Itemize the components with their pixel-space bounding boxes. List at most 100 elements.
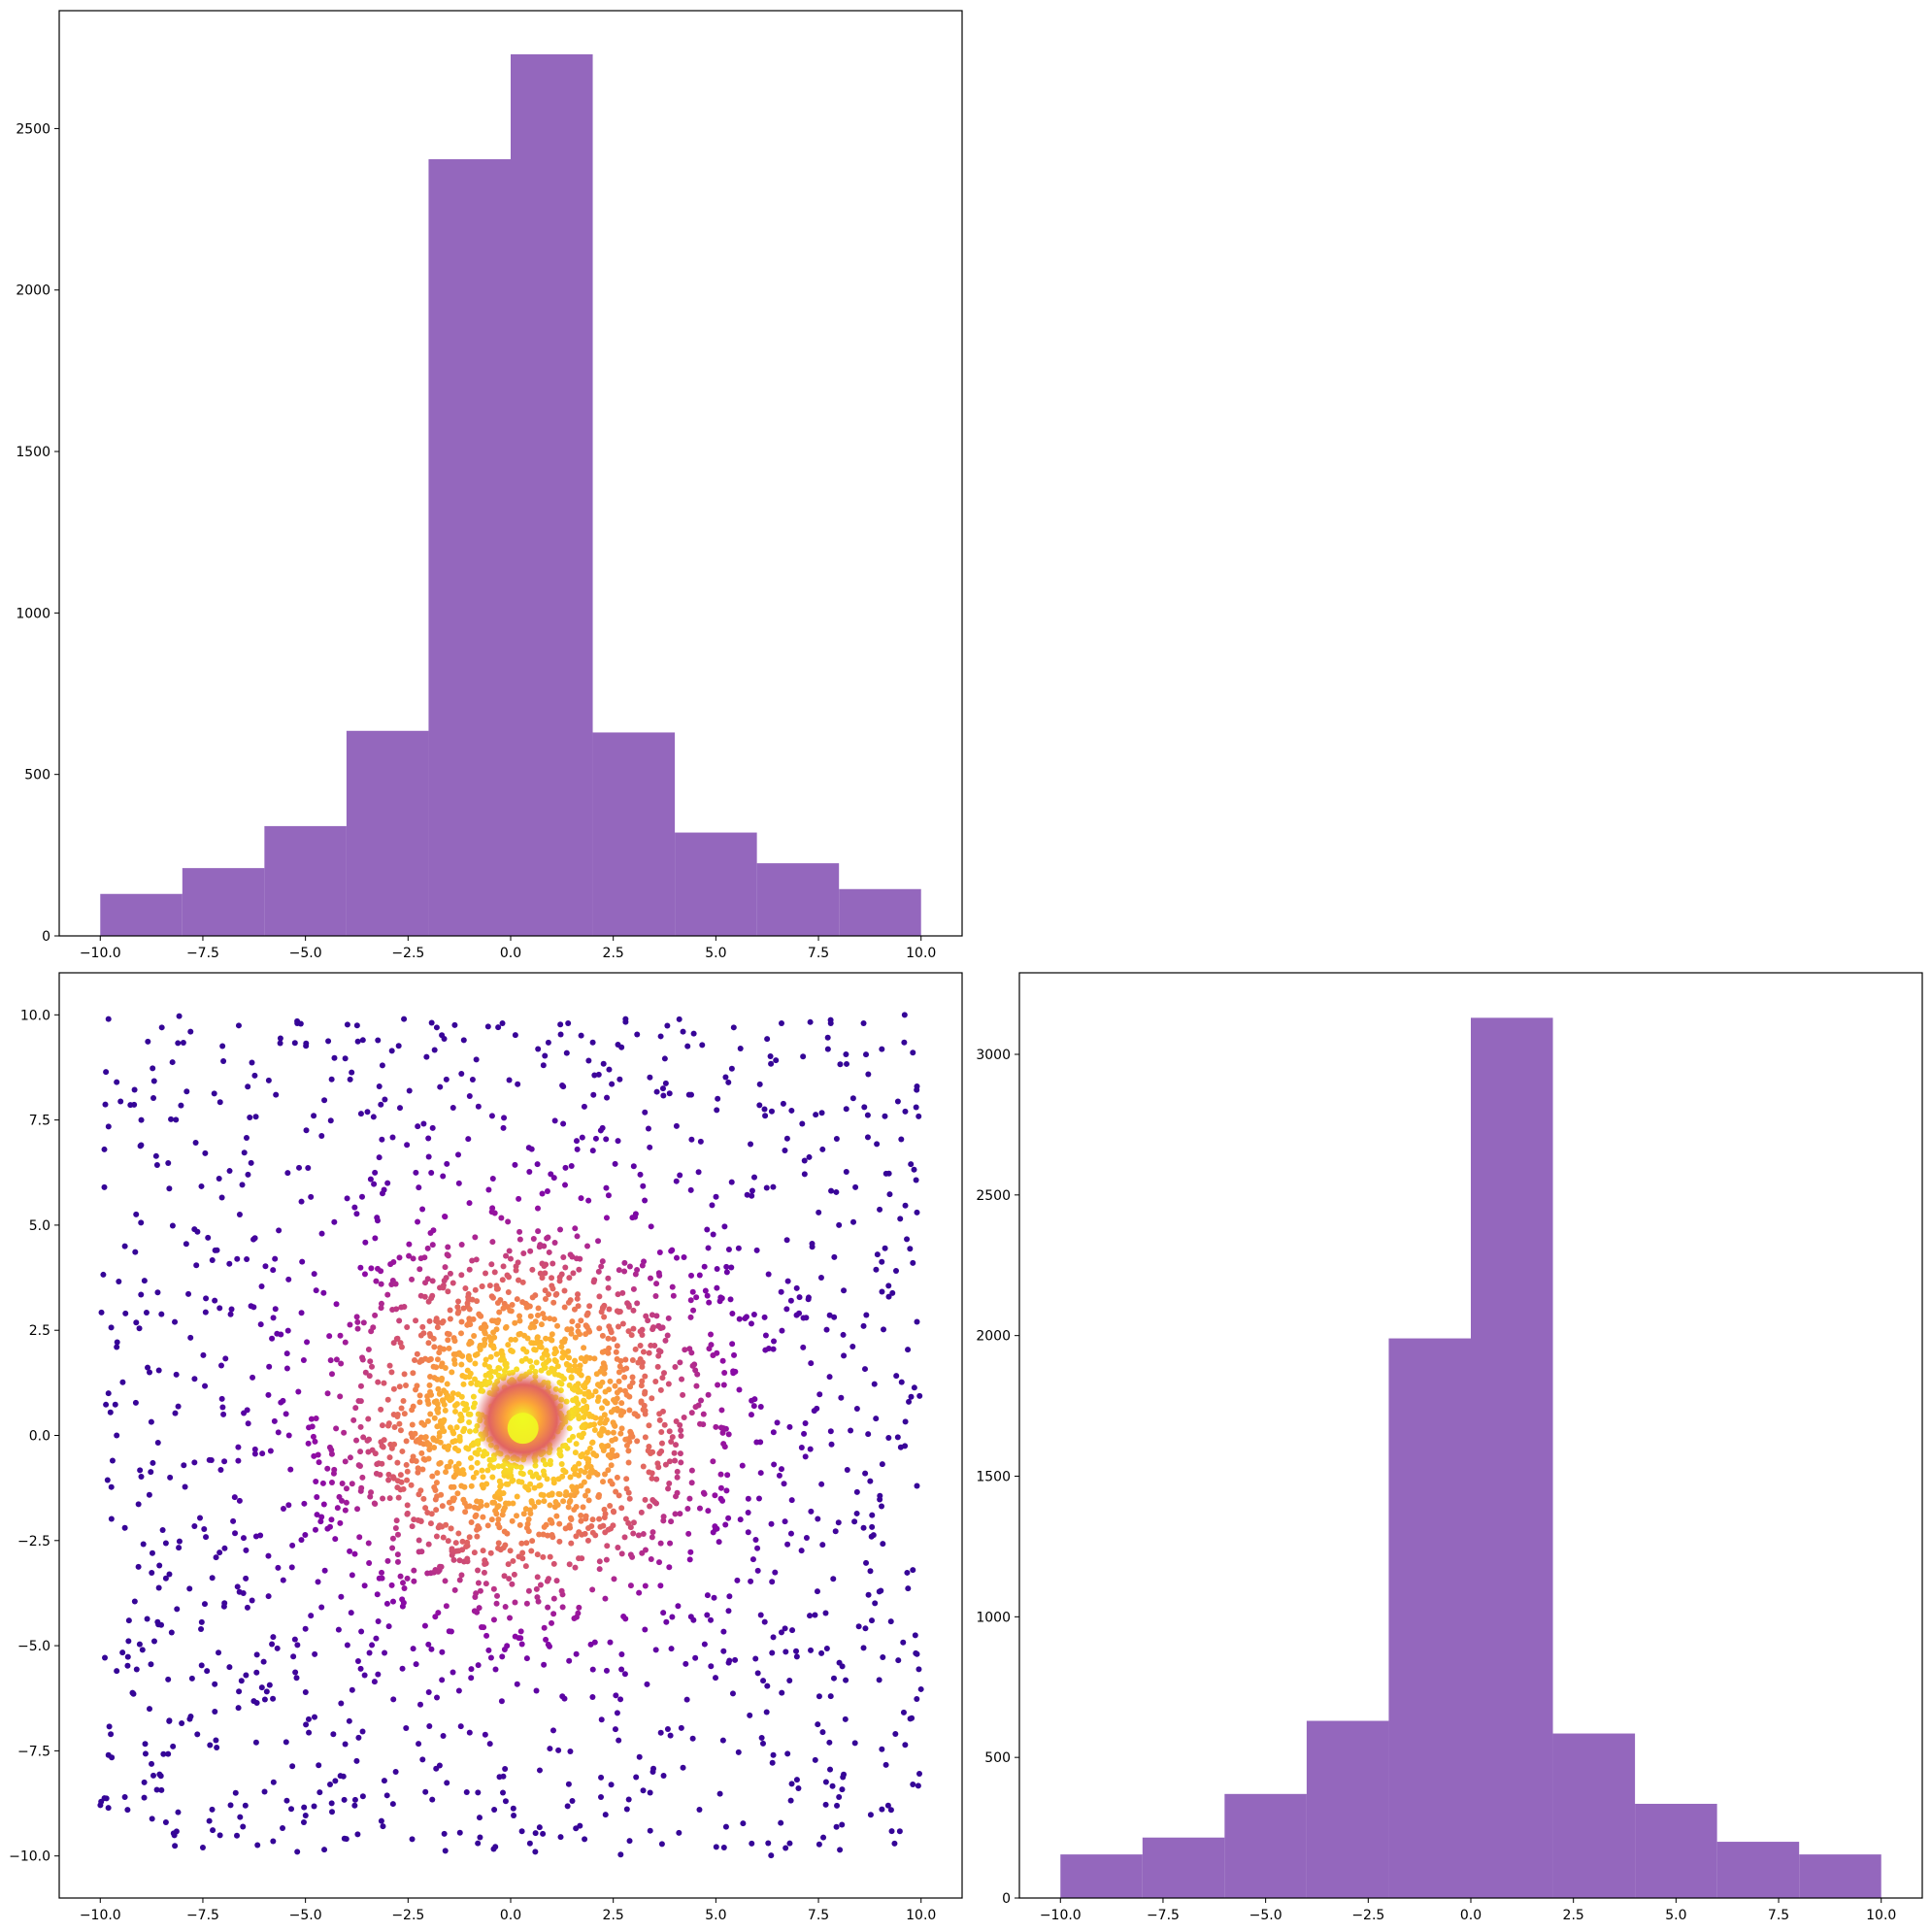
scatter-point xyxy=(816,1209,822,1216)
scatter-point xyxy=(476,1605,483,1612)
scatter-point xyxy=(584,1537,591,1544)
scatter-point xyxy=(882,1113,888,1119)
scatter-point xyxy=(781,1481,787,1487)
scatter-point xyxy=(610,1419,616,1426)
scatter-point xyxy=(443,1603,449,1610)
scatter-point xyxy=(424,1510,431,1516)
scatter-point xyxy=(528,1548,535,1554)
scatter-point xyxy=(669,1614,676,1620)
scatter-point xyxy=(868,1533,875,1540)
scatter-point xyxy=(801,1171,808,1178)
scatter-point xyxy=(812,1612,818,1618)
scatter-point xyxy=(697,1420,704,1427)
scatter-point xyxy=(505,1561,512,1568)
scatter-point xyxy=(862,1625,869,1632)
scatter-point xyxy=(114,1339,120,1346)
y-tick-label: 0 xyxy=(1002,1891,1011,1907)
scatter-point xyxy=(401,1584,408,1591)
scatter-point xyxy=(475,1567,482,1574)
scatter-point xyxy=(293,1675,300,1682)
scatter-point xyxy=(546,1291,552,1298)
scatter-point xyxy=(687,1614,694,1620)
scatter-point xyxy=(865,1071,872,1078)
scatter-point xyxy=(745,1529,751,1536)
scatter-point xyxy=(484,1467,491,1474)
scatter-point xyxy=(642,1373,649,1380)
scatter-point xyxy=(172,1843,179,1849)
scatter-point xyxy=(566,1437,573,1444)
scatter-point xyxy=(131,1086,138,1093)
scatter-point xyxy=(510,1500,516,1507)
scatter-point xyxy=(383,1792,390,1799)
scatter-point xyxy=(531,1484,538,1491)
scatter-point xyxy=(425,1541,432,1548)
scatter-point xyxy=(216,1175,222,1182)
scatter-point xyxy=(834,1802,841,1809)
scatter-point xyxy=(236,1497,243,1504)
scatter-point xyxy=(786,1840,793,1847)
scatter-point xyxy=(253,1651,260,1658)
scatter-point xyxy=(756,1102,763,1109)
scatter-point xyxy=(652,1378,659,1384)
scatter-point xyxy=(640,1787,647,1794)
scatter-point xyxy=(522,1506,529,1513)
scatter-point xyxy=(529,1538,536,1545)
scatter-point xyxy=(816,1391,823,1398)
scatter-point xyxy=(621,1374,628,1381)
scatter-point xyxy=(685,1091,692,1098)
scatter-point xyxy=(285,1502,292,1509)
scatter-point xyxy=(537,1582,544,1588)
scatter-point xyxy=(490,1329,497,1336)
scatter-point xyxy=(422,1788,429,1795)
scatter-point xyxy=(725,1515,732,1521)
scatter-point xyxy=(436,1349,443,1356)
scatter-point xyxy=(404,1575,411,1582)
scatter-point xyxy=(578,1317,584,1324)
scatter-point xyxy=(671,1449,678,1456)
scatter-point xyxy=(139,1647,146,1653)
scatter-point xyxy=(412,1430,418,1437)
scatter-point xyxy=(296,1164,303,1171)
scatter-point xyxy=(355,1734,362,1741)
scatter-point xyxy=(450,1483,457,1490)
scatter-point xyxy=(524,1335,531,1342)
scatter-point xyxy=(174,1606,181,1613)
scatter-point xyxy=(472,1360,479,1367)
scatter-point xyxy=(634,1300,641,1307)
scatter-point xyxy=(551,1350,558,1357)
scatter-point xyxy=(449,1669,456,1676)
scatter-point xyxy=(770,1429,777,1436)
scatter-point xyxy=(385,1420,392,1427)
scatter-point xyxy=(425,1689,432,1696)
scatter-point xyxy=(552,1499,559,1506)
scatter-point xyxy=(625,1459,632,1466)
scatter-point xyxy=(640,1407,647,1414)
scatter-point xyxy=(439,1677,446,1683)
scatter-point xyxy=(432,1614,439,1620)
scatter-point xyxy=(575,1291,582,1298)
scatter-point xyxy=(351,1796,358,1803)
scatter-point xyxy=(580,1504,586,1511)
scatter-point xyxy=(879,1258,885,1265)
scatter-point xyxy=(572,1464,579,1471)
scatter-point xyxy=(467,1454,474,1461)
scatter-point xyxy=(731,1351,738,1358)
y-tick-label: 10.0 xyxy=(20,1008,50,1023)
scatter-point xyxy=(337,1519,344,1526)
scatter-point xyxy=(886,1191,893,1198)
scatter-point xyxy=(828,1187,835,1194)
scatter-point xyxy=(354,1506,361,1513)
scatter-point xyxy=(541,1243,548,1249)
scatter-point xyxy=(589,1529,596,1536)
scatter-point xyxy=(103,1069,110,1076)
scatter-point xyxy=(589,1148,596,1154)
scatter-point xyxy=(465,1136,472,1143)
scatter-point xyxy=(782,1518,788,1525)
scatter-point xyxy=(396,1420,403,1427)
scatter-point xyxy=(687,1186,694,1193)
scatter-point xyxy=(649,1312,655,1318)
scatter-point xyxy=(358,1484,365,1491)
scatter-point xyxy=(158,1311,165,1317)
scatter-point xyxy=(554,1322,561,1329)
scatter-point xyxy=(793,1284,800,1291)
